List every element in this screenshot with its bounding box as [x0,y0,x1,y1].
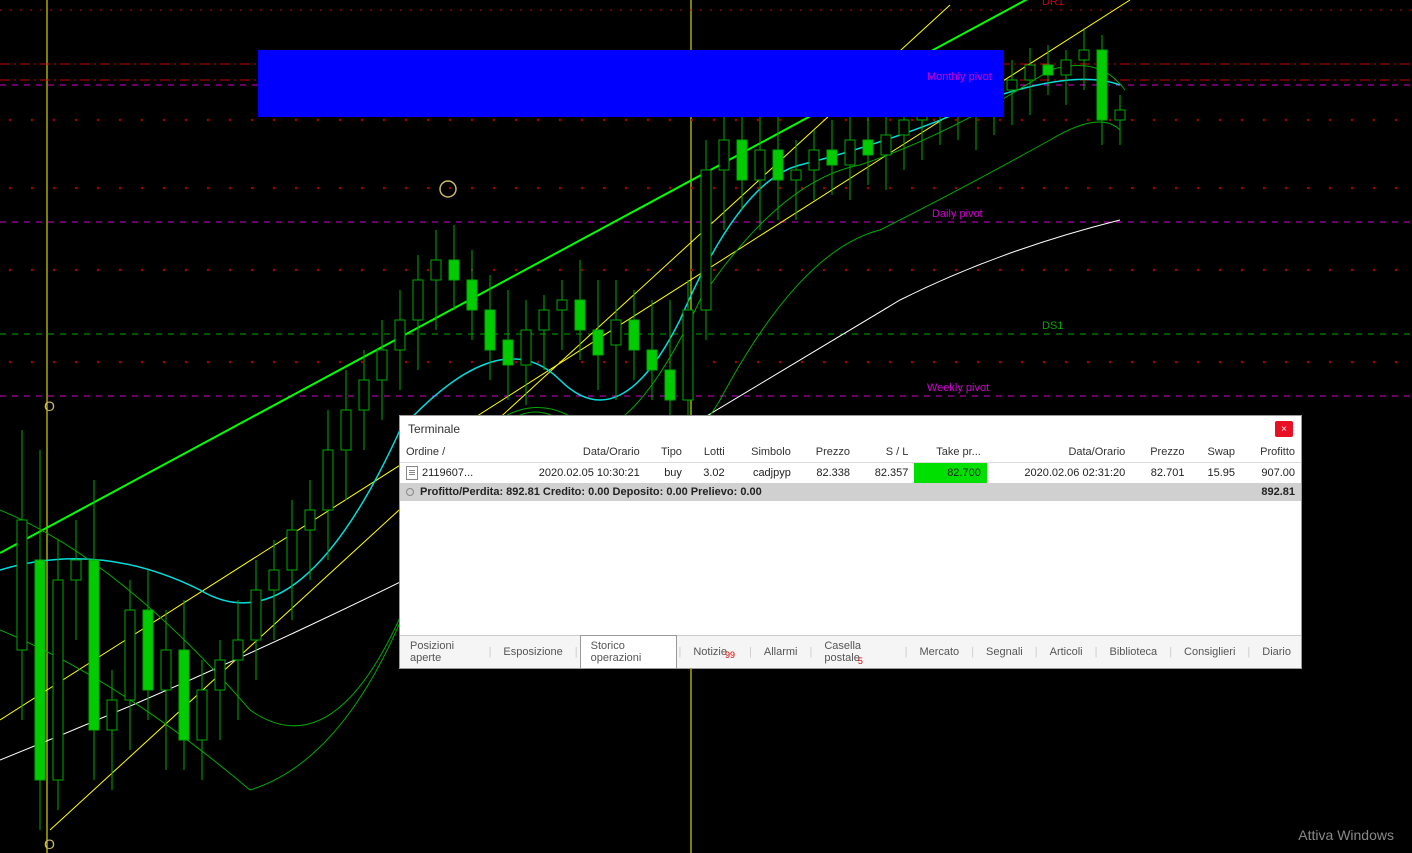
column-header[interactable]: Ordine / [400,442,501,463]
pivot-label: DS1 [1042,320,1063,332]
bullet-icon [406,488,414,496]
terminal-body: Ordine /Data/OrarioTipoLottiSimboloPrezz… [400,442,1301,635]
notification-badge: 5 [858,656,863,666]
supply-zone-rect [258,50,1004,117]
column-header[interactable]: Prezzo [797,442,856,463]
pivot-label: Monthly pivot [927,71,992,83]
tab-esposizione[interactable]: Esposizione [493,642,572,662]
terminal-titlebar[interactable]: Terminale × [400,416,1301,442]
tab-casella-postale[interactable]: Casella postale5 [814,636,902,668]
column-header[interactable]: S / L [856,442,914,463]
pivot-label: DR1 [1042,0,1064,8]
pivot-label: Weekly pivot [927,382,989,394]
chart-mark: O [44,836,55,852]
close-icon[interactable]: × [1275,421,1293,437]
tab-segnali[interactable]: Segnali [976,642,1033,662]
terminal-title-text: Terminale [408,422,460,436]
tab-mercato[interactable]: Mercato [909,642,969,662]
column-header[interactable]: Swap [1190,442,1241,463]
summary-row: Profitto/Perdita: 892.81 Credito: 0.00 D… [400,483,1301,501]
windows-watermark: Attiva Windows [1298,827,1394,843]
order-icon [406,466,418,480]
take-profit-cell: 82.700 [914,463,986,484]
column-header[interactable]: Simbolo [731,442,797,463]
chart-mark: O [44,398,55,414]
terminal-panel: Terminale × Ordine /Data/OrarioTipoLotti… [399,415,1302,669]
column-header[interactable]: Profitto [1241,442,1301,463]
table-row[interactable]: 2119607... 2020.02.05 10:30:21 buy 3.02 … [400,463,1301,484]
history-table: Ordine /Data/OrarioTipoLottiSimboloPrezz… [400,442,1301,501]
tab-biblioteca[interactable]: Biblioteca [1099,642,1167,662]
tab-diario[interactable]: Diario [1252,642,1301,662]
notification-badge: 99 [725,650,735,660]
tab-posizioni-aperte[interactable]: Posizioni aperte [400,636,487,668]
tab-storico-operazioni[interactable]: Storico operazioni [580,635,677,668]
column-header[interactable]: Lotti [688,442,731,463]
tab-allarmi[interactable]: Allarmi [754,642,808,662]
column-header[interactable]: Tipo [646,442,688,463]
column-header[interactable]: Data/Orario [501,442,645,463]
pivot-label: Daily pivot [932,208,983,220]
terminal-tabs: Posizioni aperte|Esposizione|Storico ope… [400,635,1301,668]
column-header[interactable]: Take pr... [914,442,986,463]
column-header[interactable]: Prezzo [1131,442,1190,463]
tab-consiglieri[interactable]: Consiglieri [1174,642,1245,662]
tab-notizie[interactable]: Notizie99 [683,642,747,662]
tab-articoli[interactable]: Articoli [1040,642,1093,662]
column-header[interactable]: Data/Orario [987,442,1131,463]
